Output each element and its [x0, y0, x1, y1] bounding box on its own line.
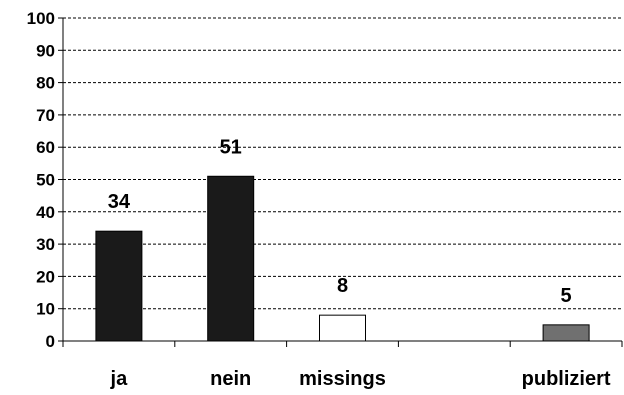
x-tick-label: ja [110, 368, 129, 390]
bar-missings [319, 314, 366, 342]
bars [95, 175, 590, 342]
y-tick-label: 70 [36, 106, 55, 125]
y-tick-label: 60 [36, 138, 55, 157]
x-axis: ja nein missings publiziert [62, 340, 623, 390]
y-tick-label: 10 [36, 300, 55, 319]
y-tick-label: 50 [36, 171, 55, 190]
bar-publiziert [542, 324, 590, 342]
y-tick-label: 30 [36, 235, 55, 254]
data-label: 5 [561, 285, 572, 307]
y-tick-label: 40 [36, 203, 55, 222]
x-tick-label: publiziert [522, 368, 611, 390]
y-tick-label: 90 [36, 41, 55, 60]
data-label: 8 [337, 275, 348, 297]
data-label: 34 [108, 191, 131, 213]
x-tick-label: nein [210, 368, 251, 390]
y-tick-label: 20 [36, 267, 55, 286]
y-axis: 0 10 20 30 40 50 60 70 80 90 100 [27, 9, 64, 351]
x-tick-label: missings [299, 368, 386, 390]
data-labels: 34 51 8 5 [108, 136, 572, 307]
bar-ja [95, 230, 143, 342]
y-tick-label: 80 [36, 74, 55, 93]
y-tick-label: 100 [27, 9, 55, 28]
data-label: 51 [220, 136, 242, 158]
y-tick-label: 0 [46, 332, 55, 351]
gridlines [63, 17, 622, 310]
bar-nein [207, 175, 255, 342]
